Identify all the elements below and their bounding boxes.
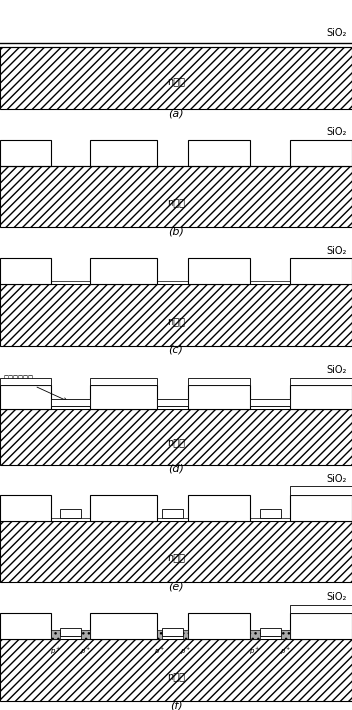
Bar <box>60 510 81 518</box>
Bar <box>157 636 188 639</box>
Bar <box>51 398 90 406</box>
Bar <box>0 258 51 284</box>
Bar <box>290 378 352 385</box>
Bar <box>0 495 51 520</box>
Text: (b): (b) <box>168 226 184 236</box>
Bar <box>0 140 51 165</box>
Text: SiO₂: SiO₂ <box>326 592 347 602</box>
Bar <box>290 605 352 613</box>
Bar <box>0 613 51 639</box>
Bar <box>260 510 281 518</box>
Bar <box>290 613 352 639</box>
Bar <box>81 630 90 639</box>
Text: (c): (c) <box>169 345 183 355</box>
Bar <box>51 630 60 639</box>
Text: SiO₂: SiO₂ <box>326 127 347 137</box>
Bar <box>157 281 188 284</box>
Text: SiO₂: SiO₂ <box>326 28 347 38</box>
Bar <box>0 409 352 465</box>
Bar <box>290 385 352 409</box>
Text: n村底: n村底 <box>167 197 185 207</box>
Bar <box>250 518 290 520</box>
Bar <box>0 284 352 346</box>
Bar <box>250 630 260 639</box>
Bar <box>188 495 250 520</box>
Bar <box>290 495 352 520</box>
Bar <box>290 140 352 165</box>
Bar <box>90 258 157 284</box>
Bar <box>0 48 352 109</box>
Bar <box>188 378 250 385</box>
Bar <box>250 398 290 406</box>
Bar <box>188 140 250 165</box>
Bar <box>90 613 157 639</box>
Bar <box>157 406 188 409</box>
Text: SiO₂: SiO₂ <box>326 474 347 484</box>
Bar <box>290 258 352 284</box>
Bar <box>0 520 352 582</box>
Text: SiO₂: SiO₂ <box>326 366 347 376</box>
Bar <box>90 385 157 409</box>
Bar <box>51 281 90 284</box>
Bar <box>188 258 250 284</box>
Bar <box>250 406 290 409</box>
Text: n村底: n村底 <box>167 437 185 447</box>
Text: 沉积多晶硯层: 沉积多晶硯层 <box>4 374 67 401</box>
Bar <box>260 628 281 636</box>
Text: (d): (d) <box>168 464 184 474</box>
Text: $p^+$: $p^+$ <box>50 646 61 657</box>
Bar <box>162 510 183 518</box>
Text: $p^+$: $p^+$ <box>80 646 91 657</box>
Text: (f): (f) <box>170 700 182 710</box>
Text: $p^+$: $p^+$ <box>153 646 165 657</box>
Bar <box>90 495 157 520</box>
Bar <box>157 518 188 520</box>
Bar <box>51 406 90 409</box>
Bar <box>290 486 352 495</box>
Bar <box>51 518 90 520</box>
Text: n村底: n村底 <box>167 76 185 86</box>
Bar <box>60 628 81 636</box>
Bar <box>0 378 51 385</box>
Text: $p^+$: $p^+$ <box>280 646 291 657</box>
Text: $p^+$: $p^+$ <box>180 646 191 657</box>
Bar <box>183 630 188 639</box>
Bar <box>157 398 188 406</box>
Text: (e): (e) <box>168 581 184 591</box>
Bar <box>0 639 352 701</box>
Bar <box>188 385 250 409</box>
Bar <box>188 613 250 639</box>
Text: n村底: n村底 <box>167 671 185 681</box>
Text: n村底: n村底 <box>167 316 185 326</box>
Bar <box>281 630 290 639</box>
Text: (a): (a) <box>168 109 184 119</box>
Bar <box>162 628 183 636</box>
Text: n村底: n村底 <box>167 552 185 562</box>
Bar <box>157 630 162 639</box>
Bar <box>250 636 290 639</box>
Text: SiO₂: SiO₂ <box>326 246 347 256</box>
Bar <box>250 281 290 284</box>
Text: $p^+$: $p^+$ <box>249 646 260 657</box>
Bar <box>0 165 352 227</box>
Bar <box>0 385 51 409</box>
Bar <box>51 636 90 639</box>
Bar <box>90 140 157 165</box>
Bar <box>90 378 157 385</box>
